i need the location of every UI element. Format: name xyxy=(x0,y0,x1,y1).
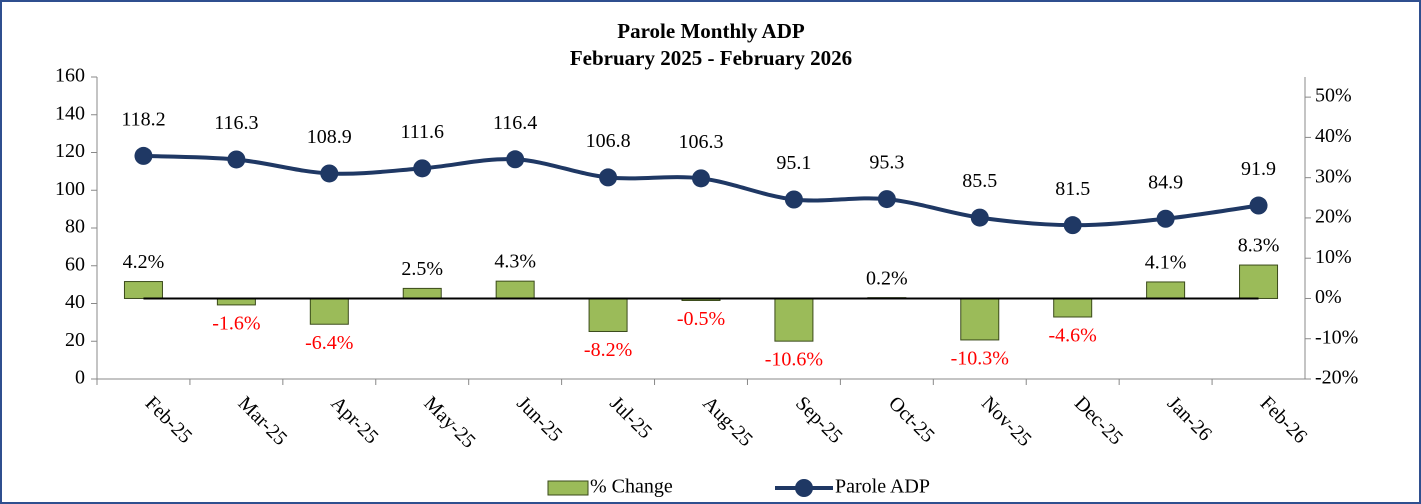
bar xyxy=(960,297,1000,341)
marker xyxy=(413,159,432,178)
bar-label: -0.5% xyxy=(677,308,725,330)
y-tick-label: 40 xyxy=(65,291,85,313)
marker xyxy=(970,208,989,227)
y-tick-label: 140 xyxy=(55,102,85,124)
marker xyxy=(134,146,153,165)
y-tick-label: 160 xyxy=(55,65,85,87)
point-label: 81.5 xyxy=(1055,178,1090,200)
point-label: 111.6 xyxy=(400,121,444,143)
bar xyxy=(1239,264,1279,299)
bar-label: -4.6% xyxy=(1049,325,1097,347)
point-label: 85.5 xyxy=(962,170,997,192)
bar xyxy=(1146,281,1186,299)
marker xyxy=(784,190,803,209)
point-label: 116.4 xyxy=(493,112,537,134)
point-label: 108.9 xyxy=(307,126,352,148)
point-label: 106.8 xyxy=(586,130,631,152)
point-label: 91.9 xyxy=(1241,158,1276,180)
bar xyxy=(402,287,442,299)
bar-label: 4.2% xyxy=(123,251,165,273)
y2-tick-label: 40% xyxy=(1315,125,1352,147)
marker xyxy=(1063,216,1082,235)
bar-label: -6.4% xyxy=(305,332,353,354)
point-label: 84.9 xyxy=(1148,171,1183,193)
legend-label: % Change xyxy=(590,476,673,498)
bar-label: 4.3% xyxy=(494,251,536,273)
bar xyxy=(123,281,163,299)
bar-label: 0.2% xyxy=(866,267,908,289)
y-tick-label: 60 xyxy=(65,253,85,275)
bar-label: -10.3% xyxy=(951,348,1009,370)
y2-tick-label: 30% xyxy=(1315,165,1352,187)
marker xyxy=(320,164,339,183)
point-label: 118.2 xyxy=(121,108,165,130)
legend-marker xyxy=(795,479,813,497)
bar-label: -1.6% xyxy=(212,313,260,335)
marker xyxy=(506,150,525,169)
bar xyxy=(1053,297,1093,318)
y-tick-label: 120 xyxy=(55,140,85,162)
bar xyxy=(495,280,535,299)
y2-tick-label: 0% xyxy=(1315,286,1342,308)
chart-subtitle: February 2025 - February 2026 xyxy=(570,46,852,70)
legend-swatch xyxy=(547,480,589,496)
y2-tick-label: 20% xyxy=(1315,206,1352,228)
marker xyxy=(1249,196,1268,215)
y-tick-label: 20 xyxy=(65,329,85,351)
bar-label: 8.3% xyxy=(1238,235,1280,257)
y2-tick-label: 50% xyxy=(1315,85,1352,107)
bar-label: -10.6% xyxy=(765,349,823,371)
legend-label: Parole ADP xyxy=(835,476,930,498)
bar xyxy=(774,297,814,342)
marker xyxy=(227,150,246,169)
y-tick-label: 80 xyxy=(65,216,85,238)
bar xyxy=(309,297,349,325)
y-tick-label: 100 xyxy=(55,178,85,200)
y2-tick-label: -10% xyxy=(1315,326,1358,348)
marker xyxy=(692,169,710,188)
y2-tick-label: -20% xyxy=(1315,367,1358,389)
bar-label: 2.5% xyxy=(401,258,443,280)
bar-label: -8.2% xyxy=(584,339,632,361)
point-label: 116.3 xyxy=(214,112,258,134)
marker xyxy=(599,168,618,187)
y-tick-label: 0 xyxy=(75,367,85,389)
point-label: 106.3 xyxy=(679,131,724,153)
marker xyxy=(1156,209,1175,228)
point-label: 95.1 xyxy=(776,152,811,174)
chart-title: Parole Monthly ADP xyxy=(617,19,805,43)
marker xyxy=(877,190,896,209)
y2-tick-label: 10% xyxy=(1315,246,1352,268)
bar xyxy=(588,297,628,332)
point-label: 95.3 xyxy=(869,152,904,174)
bar-label: 4.1% xyxy=(1145,252,1187,274)
